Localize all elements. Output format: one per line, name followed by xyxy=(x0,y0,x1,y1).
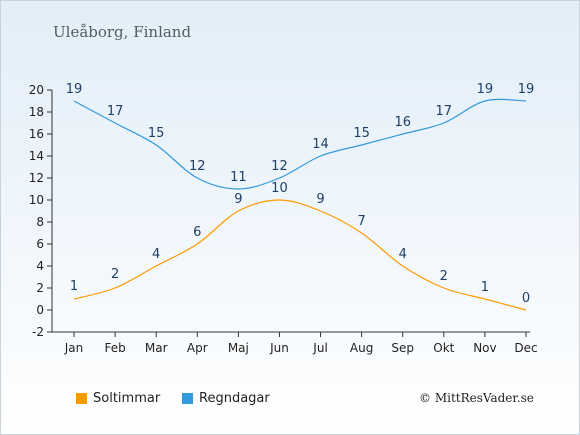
legend-label-regndagar: Regndagar xyxy=(199,391,270,406)
data-label-regndagar: 15 xyxy=(148,126,165,141)
y-tick-label: 12 xyxy=(29,171,44,185)
x-tick-label: Dec xyxy=(514,341,537,355)
x-tick-label: Jul xyxy=(312,341,327,355)
data-label-soltimmar: 2 xyxy=(111,267,119,282)
x-tick-label: Feb xyxy=(104,341,125,355)
data-label-regndagar: 11 xyxy=(230,170,247,185)
x-tick-label: Maj xyxy=(228,341,249,355)
y-tick-label: 20 xyxy=(29,83,44,97)
x-tick-label: Aug xyxy=(350,341,373,355)
y-tick-label: 10 xyxy=(29,193,44,207)
data-label-regndagar: 17 xyxy=(436,104,453,119)
data-label-regndagar: 14 xyxy=(312,137,329,152)
y-tick-label: 18 xyxy=(29,105,44,119)
data-label-soltimmar: 2 xyxy=(440,269,448,284)
x-tick-label: Okt xyxy=(433,341,454,355)
legend-label-soltimmar: Soltimmar xyxy=(93,391,161,406)
data-label-regndagar: 15 xyxy=(353,126,370,141)
x-tick-label: Jun xyxy=(269,341,289,355)
y-tick-label: 14 xyxy=(29,149,44,163)
data-label-regndagar: 19 xyxy=(518,82,535,97)
chart-title: Uleåborg, Finland xyxy=(53,23,192,41)
y-tick-label: 6 xyxy=(36,237,44,251)
data-label-regndagar: 19 xyxy=(477,82,494,97)
data-label-soltimmar: 10 xyxy=(271,181,288,196)
legend-item-soltimmar: Soltimmar xyxy=(76,391,160,406)
y-tick-label: -2 xyxy=(32,325,44,339)
y-tick-label: 2 xyxy=(36,281,44,295)
y-tick-label: 8 xyxy=(36,215,44,229)
legend-swatch-regndagar xyxy=(182,393,193,404)
data-label-soltimmar: 9 xyxy=(234,192,242,207)
legend-swatch-soltimmar xyxy=(76,393,87,404)
x-tick-label: Mar xyxy=(145,341,168,355)
data-label-soltimmar: 4 xyxy=(399,247,407,262)
x-tick-label: Apr xyxy=(187,341,208,355)
series-line-soltimmar xyxy=(73,199,527,311)
data-label-regndagar: 19 xyxy=(66,82,83,97)
data-label-regndagar: 17 xyxy=(107,104,124,119)
data-label-regndagar: 16 xyxy=(394,115,411,130)
legend-item-regndagar: Regndagar xyxy=(182,391,270,406)
copyright: © MittResVader.se xyxy=(419,391,534,405)
y-tick-label: 16 xyxy=(29,127,44,141)
data-label-soltimmar: 4 xyxy=(152,247,160,262)
y-tick-label: 0 xyxy=(36,303,44,317)
data-label-soltimmar: 6 xyxy=(193,225,201,240)
data-label-regndagar: 12 xyxy=(189,159,206,174)
x-tick-label: Nov xyxy=(473,341,496,355)
series-line-regndagar xyxy=(73,98,527,190)
series-lines xyxy=(73,98,527,311)
x-tick-label: Jan xyxy=(64,341,84,355)
data-label-soltimmar: 1 xyxy=(481,280,489,295)
data-label-soltimmar: 1 xyxy=(70,279,78,294)
data-label-soltimmar: 7 xyxy=(357,214,365,229)
data-label-soltimmar: 9 xyxy=(316,192,324,207)
data-label-regndagar: 12 xyxy=(271,159,288,174)
y-tick-label: 4 xyxy=(36,259,44,273)
data-label-soltimmar: 0 xyxy=(522,291,530,306)
x-tick-label: Sep xyxy=(391,341,414,355)
